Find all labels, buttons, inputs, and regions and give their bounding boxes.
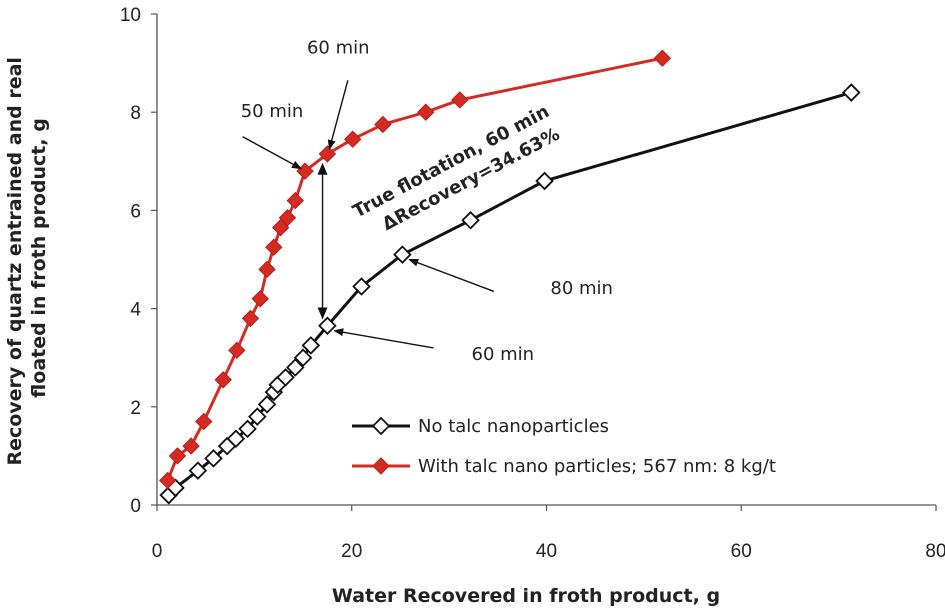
data-point xyxy=(257,395,277,414)
data-point xyxy=(374,115,392,134)
x-tick-label: 40 xyxy=(536,541,557,562)
legend-marker-no-talc xyxy=(371,416,391,436)
data-point xyxy=(248,407,267,426)
annotation-lbl-50min: 50 min xyxy=(241,101,304,170)
data-point xyxy=(204,449,223,468)
y-tick-label: 6 xyxy=(130,201,141,222)
annotation-label: 50 min xyxy=(241,101,304,122)
data-point xyxy=(278,209,297,227)
data-point xyxy=(344,130,362,148)
data-point xyxy=(182,437,200,455)
data-point xyxy=(251,290,269,308)
legend-label-with-talc: With talc nano particles; 567 nm: 8 kg/t xyxy=(418,456,776,477)
data-point xyxy=(653,49,672,67)
data-point xyxy=(276,368,295,387)
data-point xyxy=(352,277,371,296)
annotation-arrow xyxy=(242,136,302,170)
data-point xyxy=(535,171,554,191)
legend: No talc nanoparticles With talc nano par… xyxy=(352,416,776,477)
annotation-arrow xyxy=(408,258,495,293)
data-point xyxy=(285,358,305,377)
series-layer xyxy=(159,49,861,505)
data-point xyxy=(293,348,313,367)
data-point xyxy=(195,412,213,431)
annotation-arrow xyxy=(333,328,434,349)
annotation-lbl-60min-top: 60 min xyxy=(307,37,370,150)
data-point xyxy=(258,260,276,279)
y-tick-label: 8 xyxy=(130,103,141,124)
annotation-layer: 60 min 50 min 80 min 60 min xyxy=(241,37,613,365)
data-point xyxy=(228,341,246,360)
data-point xyxy=(188,461,208,480)
x-tick-label: 0 xyxy=(152,541,163,562)
y-tick-label: 4 xyxy=(130,300,141,321)
annotation-lbl-60min-bottom: 60 min xyxy=(333,328,535,365)
series-no-talc xyxy=(159,83,861,505)
data-point xyxy=(168,447,187,465)
x-tick-label: 80 xyxy=(925,541,945,562)
annotation-lbl-80min: 80 min xyxy=(408,258,613,299)
data-point xyxy=(214,371,232,389)
x-tick-label: 60 xyxy=(731,541,752,562)
y-axis-title-line-2: floated in froth product, g xyxy=(28,118,50,398)
y-tick-label: 2 xyxy=(130,398,141,419)
data-point xyxy=(842,83,861,102)
y-tick-label: 10 xyxy=(120,5,141,26)
annotation-arrow xyxy=(327,80,349,150)
legend-label-no-talc: No talc nanoparticles xyxy=(418,416,609,437)
data-point xyxy=(393,245,412,264)
data-point xyxy=(265,238,283,256)
data-point xyxy=(318,316,337,336)
axes xyxy=(151,13,937,511)
data-point xyxy=(461,210,480,230)
data-point xyxy=(451,91,469,109)
data-point xyxy=(241,309,260,328)
series-with-talc xyxy=(159,49,672,490)
data-point xyxy=(226,429,246,448)
data-point xyxy=(238,419,257,439)
annotation-label: 60 min xyxy=(307,37,370,58)
data-point xyxy=(301,336,321,355)
annotation-label: 80 min xyxy=(550,278,613,299)
tick-labels: 0 2 4 6 8 10 0 20 40 60 80 xyxy=(120,5,945,562)
data-point xyxy=(159,471,177,490)
y-axis-title: Recovery of quartz entrained and real fl… xyxy=(4,50,50,465)
x-tick-label: 20 xyxy=(341,541,362,562)
y-tick-label: 0 xyxy=(130,496,141,517)
data-point xyxy=(286,191,304,210)
legend-marker-with-talc xyxy=(372,457,390,475)
x-axis-title: Water Recovered in froth product, g xyxy=(332,585,720,607)
annotation-label: 60 min xyxy=(472,344,535,365)
data-point xyxy=(417,103,435,121)
y-axis-title-line-1: Recovery of quartz entrained and real xyxy=(4,57,26,465)
